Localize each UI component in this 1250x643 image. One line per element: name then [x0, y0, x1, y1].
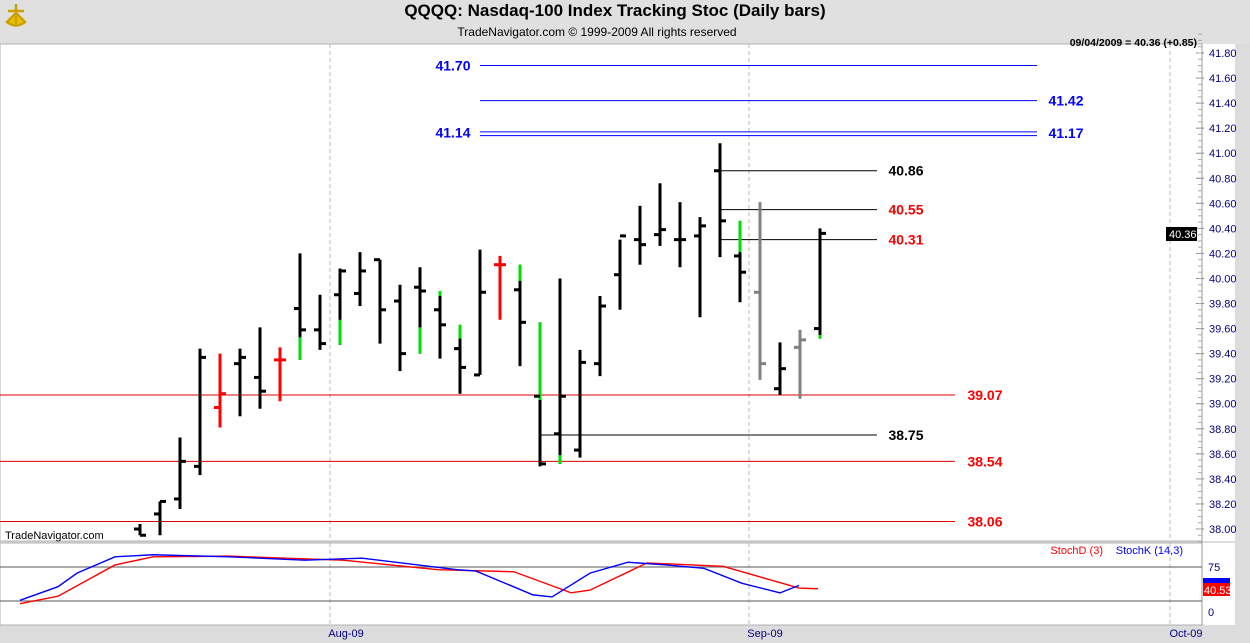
x-tick-label: Sep-09	[747, 628, 782, 640]
price-bar	[294, 253, 306, 360]
price-bar	[134, 523, 146, 537]
watermark: TradeNavigator.com	[5, 530, 104, 542]
price-bar	[634, 205, 646, 265]
price-bar	[434, 291, 446, 359]
price-bar	[334, 268, 346, 345]
x-tick-label: Aug-09	[328, 628, 363, 640]
price-bar	[654, 183, 666, 246]
level-label: 40.86	[888, 163, 923, 179]
price-bar	[674, 202, 686, 268]
price-bar	[554, 278, 566, 464]
price-bar	[614, 234, 626, 310]
y-tick-label: 40.20	[1209, 248, 1237, 260]
y-tick-label: 39.00	[1209, 399, 1237, 411]
y-tick-label: 38.40	[1209, 474, 1237, 486]
price-bar	[794, 329, 806, 399]
y-tick-label: 39.80	[1209, 299, 1237, 311]
price-bar	[234, 348, 246, 417]
y-tick-label: 38.80	[1209, 424, 1237, 436]
stoch-tick-label: 0	[1208, 607, 1214, 619]
x-tick-label: Oct-09	[1169, 628, 1202, 640]
price-bar	[274, 347, 286, 402]
y-tick-label: 38.00	[1209, 524, 1237, 536]
chart-title: QQQQ: Nasdaq-100 Index Tracking Stoc (Da…	[404, 1, 826, 20]
price-bar	[394, 284, 406, 372]
price-bar	[474, 249, 486, 377]
y-tick-label: 40.80	[1209, 173, 1237, 185]
stoch-series-line	[19, 554, 800, 601]
stoch-value-text: 40.53	[1204, 585, 1232, 597]
y-tick-label: 41.00	[1209, 148, 1237, 160]
level-label: 41.17	[1048, 125, 1083, 141]
last-price-tag	[1166, 227, 1197, 241]
last-price-tag-text: 40.36	[1169, 229, 1197, 241]
price-bar	[374, 258, 386, 344]
y-tick-label: 38.20	[1209, 499, 1237, 511]
price-bar	[494, 255, 506, 320]
legend-stochd: StochD (3)	[1050, 545, 1103, 557]
price-bar	[214, 353, 226, 428]
price-bar	[254, 327, 266, 409]
level-label: 41.70	[435, 58, 470, 74]
stochk-value-tag	[1203, 578, 1230, 586]
stochd-value-tag	[1203, 583, 1230, 596]
y-tick-label: 40.60	[1209, 198, 1237, 210]
price-bar	[694, 217, 706, 318]
y-tick-label: 39.60	[1209, 324, 1237, 336]
y-tick-label: 41.80	[1209, 48, 1237, 60]
price-bar	[154, 499, 166, 536]
y-tick-label: 39.40	[1209, 349, 1237, 361]
legend-stochk: StochK (14,3)	[1116, 545, 1183, 557]
price-bar	[414, 267, 426, 354]
stoch-tick-label: 75	[1208, 562, 1220, 574]
price-bar	[514, 264, 526, 367]
level-label: 39.07	[967, 387, 1002, 403]
y-tick-label: 38.60	[1209, 449, 1237, 461]
price-bar	[534, 322, 546, 467]
level-label: 40.55	[888, 202, 923, 218]
price-bar	[454, 324, 466, 394]
y-tick-label: 40.40	[1209, 223, 1237, 235]
copyright-text: TradeNavigator.com © 1999-2009 All right…	[457, 25, 737, 39]
level-label: 40.31	[888, 232, 923, 248]
y-tick-label: 39.20	[1209, 374, 1237, 386]
y-tick-label: 40.00	[1209, 273, 1237, 285]
chart-header: QQQQ: Nasdaq-100 Index Tracking Stoc (Da…	[0, 0, 1250, 44]
level-label: 38.75	[888, 427, 923, 443]
y-tick-label: 41.20	[1209, 123, 1237, 135]
price-bar	[754, 202, 766, 380]
price-bar	[774, 342, 786, 395]
level-label: 38.54	[967, 453, 1002, 469]
y-tick-label: 41.60	[1209, 73, 1237, 85]
price-bar	[174, 437, 186, 509]
price-bar	[714, 143, 726, 258]
price-bar	[734, 220, 746, 303]
y-tick-label: 41.40	[1209, 98, 1237, 110]
price-bar	[194, 348, 206, 476]
sextant-logo-icon	[5, 4, 27, 27]
price-bar	[354, 252, 366, 307]
price-bar	[314, 294, 326, 350]
price-bar	[814, 228, 826, 339]
level-label: 41.14	[435, 125, 470, 141]
price-readout: 09/04/2009 = 40.36 (+0.85)	[1070, 37, 1197, 49]
price-bar	[574, 349, 586, 458]
level-label: 38.06	[967, 513, 1002, 529]
level-label: 41.42	[1048, 93, 1083, 109]
price-axis[interactable]	[1202, 44, 1235, 541]
price-bar	[594, 296, 606, 377]
